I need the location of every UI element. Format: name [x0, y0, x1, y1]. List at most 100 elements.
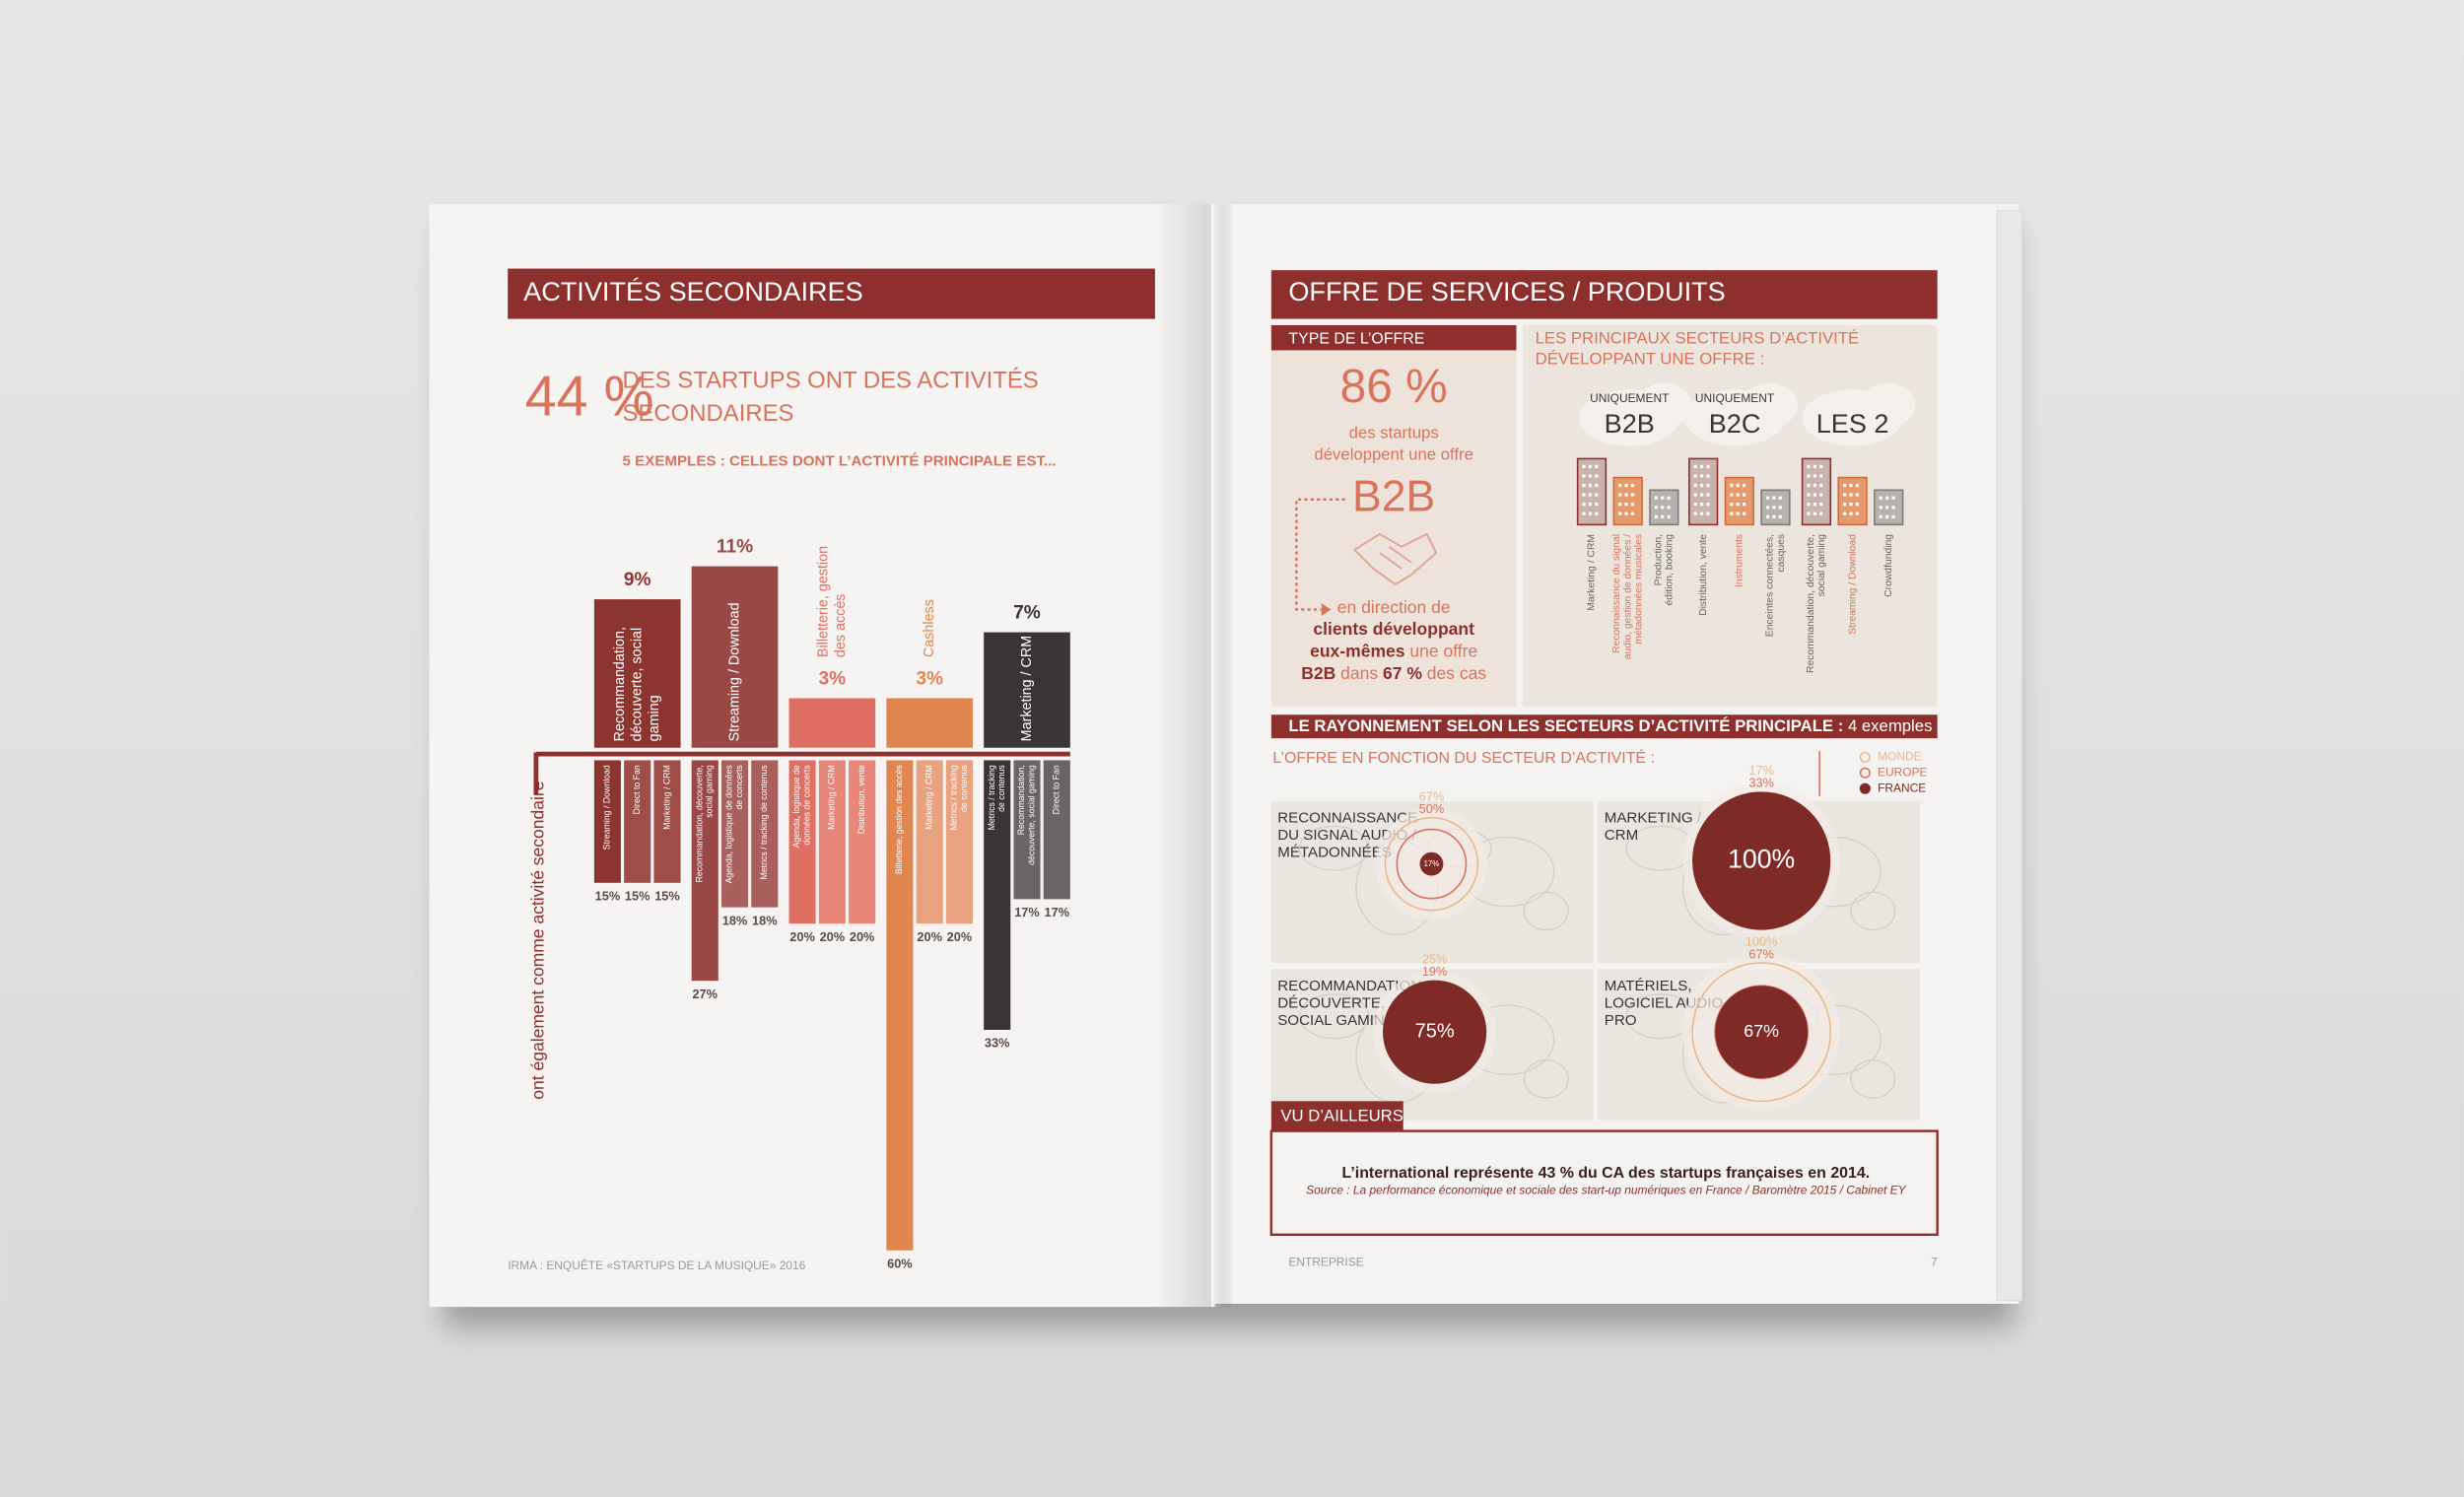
secondary-bar: [691, 760, 719, 982]
ring-value: 50%: [1419, 801, 1445, 816]
detail-line: en direction de: [1337, 596, 1451, 616]
secondary-value-label: 17%: [1045, 905, 1070, 919]
secondary-value-label: 20%: [850, 929, 875, 944]
arrow-head: [1321, 603, 1332, 616]
sector-label: casques: [1776, 534, 1787, 573]
secondary-value-label: 20%: [917, 929, 942, 944]
section-title-main: LE RAYONNEMENT SELON LES SECTEURS D’ACTI…: [1288, 716, 1843, 735]
secondary-label: social gaming: [705, 765, 715, 818]
map-landmass: [1298, 993, 1370, 1040]
column-kicker: UNIQUEMENT: [1695, 391, 1775, 405]
legend-label: FRANCE: [1878, 781, 1926, 794]
secondary-value-label: 60%: [887, 1256, 913, 1270]
france-circle: [1715, 986, 1809, 1079]
legend-marker: [1859, 751, 1871, 763]
activity-label: découverte, social: [629, 628, 645, 742]
detail-text: une offre: [1405, 641, 1478, 660]
map-landmass: [1850, 1059, 1896, 1099]
detail-line: eux-mêmes une offre: [1310, 641, 1477, 660]
sector-label: Streaming / Download: [1847, 534, 1858, 635]
stat-text: des startups: [1349, 423, 1439, 442]
map-landmass: [1523, 1059, 1569, 1099]
ring: [1691, 962, 1832, 1103]
secondary-label: Recommandation,: [1016, 765, 1026, 835]
secondary-bar: [916, 760, 943, 924]
detail-text: des cas: [1422, 662, 1486, 682]
ring-value: 19%: [1422, 964, 1448, 979]
secondary-label: de concerts: [734, 765, 744, 810]
column-kicker: UNIQUEMENT: [1590, 391, 1670, 405]
main-bar: [886, 698, 974, 748]
secondary-label: Agenda, logistique de données: [724, 765, 734, 884]
secondary-label: Recommandation, découverte,: [694, 765, 704, 882]
stat-text: DES STARTUPS ONT DES ACTIVITÉS: [623, 368, 1039, 394]
france-circle: [1383, 980, 1487, 1084]
tab: [1270, 1101, 1403, 1131]
footer-left: ENTREPRISE: [1288, 1256, 1363, 1269]
sector-label: édition, booking: [1665, 534, 1676, 606]
detail-text: B2B: [1301, 662, 1335, 682]
activity-label: Billetterie, gestion: [815, 546, 831, 657]
secondary-value-label: 20%: [789, 929, 815, 944]
big-label: B2B: [1352, 473, 1435, 521]
secondary-bar: [788, 760, 816, 924]
header-title: ACTIVITÉS SECONDAIRES: [523, 276, 863, 306]
panel-name: DÉCOUVERTE,: [1277, 995, 1385, 1012]
sector-label: Distribution, vente: [1698, 534, 1709, 616]
main-bar: [691, 566, 779, 748]
spine-shade: [1154, 204, 1234, 1308]
panel-name: RECONNAISSANCE: [1277, 809, 1417, 826]
building-icon: [1576, 457, 1608, 526]
detail-line: B2B dans 67 % des cas: [1301, 662, 1486, 682]
cloud: [1858, 382, 1916, 428]
secondary-bar: [849, 760, 876, 924]
france-value: 100%: [1728, 845, 1795, 874]
france-circle: [1419, 851, 1444, 876]
section-bar: [1270, 714, 1938, 739]
sector-label: Recommandation, découverte,: [1806, 534, 1816, 673]
secondary-label: données de concerts: [802, 765, 812, 846]
secondary-bar: [886, 760, 914, 1251]
axis-label: ont également comme activité secondaire: [528, 781, 548, 1099]
panel-name: CRM: [1605, 827, 1638, 844]
sector-label: audio, gestion de données /: [1622, 534, 1633, 659]
building-icon: [1801, 457, 1832, 526]
panel-name: MARKETING /: [1605, 809, 1702, 826]
tab-label: VU D’AILLEURS: [1280, 1107, 1403, 1125]
sector-label: Instruments: [1735, 534, 1745, 587]
activity-label: Recommandation,: [612, 627, 628, 741]
panel-title: TYPE DE L’OFFRE: [1288, 330, 1424, 347]
secondary-label: Direct to Fan: [632, 765, 642, 814]
secondary-label: Direct to Fan: [1052, 765, 1061, 814]
detail-text: dans: [1335, 662, 1383, 682]
secondary-bar: [984, 760, 1011, 1030]
ring-value: 33%: [1748, 776, 1774, 790]
panel-name: MATÉRIELS,: [1605, 978, 1692, 994]
column-label: B2B: [1605, 408, 1655, 439]
detail-line: clients développant: [1313, 619, 1474, 639]
secondary-bar: [1043, 760, 1070, 900]
secondary-label: de contenus: [996, 765, 1006, 812]
column-label: B2C: [1709, 408, 1761, 439]
detail-text: clients développant: [1313, 619, 1474, 639]
ring: [1384, 816, 1479, 912]
ring-value: 17%: [1748, 763, 1774, 778]
main-bar: [984, 632, 1070, 748]
ring-value: 67%: [1419, 788, 1445, 803]
sector-label: Marketing / CRM: [1587, 534, 1598, 611]
column-label: LES 2: [1816, 408, 1889, 439]
big-stat: 86 %: [1340, 361, 1448, 413]
secondary-label: Agenda, logistique de: [791, 765, 801, 848]
main-bar: [593, 599, 681, 748]
main-value-label: 3%: [916, 668, 943, 689]
secondary-value-label: 20%: [947, 929, 973, 944]
secondary-label: Metrics / tracking: [949, 765, 959, 830]
ring-value: 100%: [1745, 934, 1778, 949]
map-landmass: [1298, 825, 1370, 871]
secondary-value-label: 18%: [752, 913, 778, 927]
secondary-label: Streaming / Download: [602, 765, 612, 850]
header-bar: [508, 268, 1155, 319]
section-subtitle: L’OFFRE EN FONCTION DU SECTEUR D’ACTIVIT…: [1272, 748, 1654, 767]
main-value-label: 3%: [819, 668, 847, 689]
